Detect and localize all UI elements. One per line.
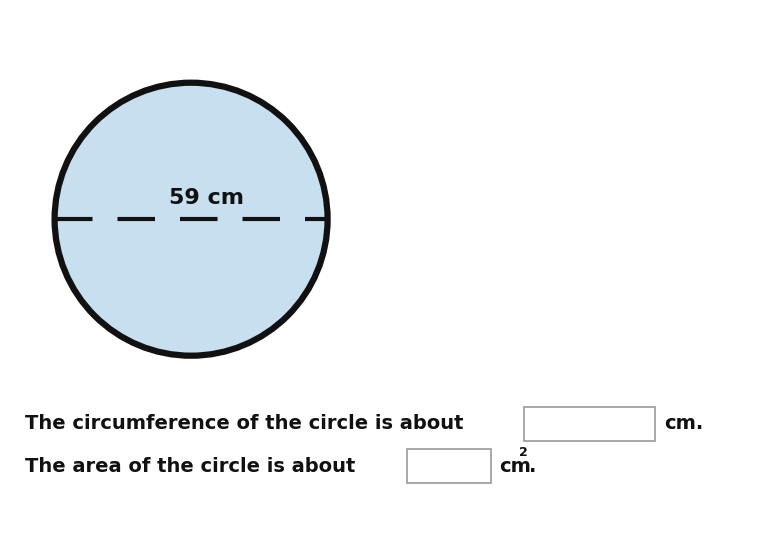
Text: 2: 2: [519, 446, 528, 459]
Text: cm: cm: [499, 457, 531, 476]
Bar: [524, 407, 655, 441]
Text: The area of the circle is about: The area of the circle is about: [25, 457, 356, 476]
Ellipse shape: [55, 83, 328, 356]
Text: The circumference of the circle is about: The circumference of the circle is about: [25, 414, 463, 432]
Text: .: .: [529, 457, 536, 476]
Text: cm.: cm.: [665, 414, 704, 432]
Text: 59 cm: 59 cm: [169, 189, 244, 208]
Bar: [407, 449, 491, 483]
